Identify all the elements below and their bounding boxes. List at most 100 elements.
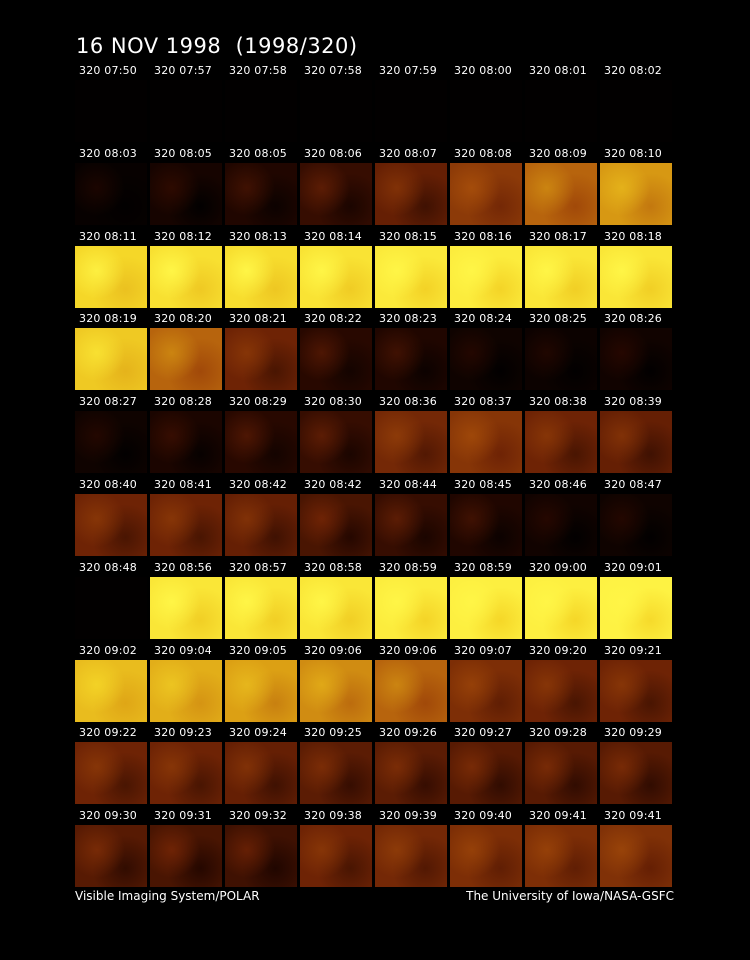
timestamp-label: 320 09:06 <box>379 643 437 657</box>
auroral-image-frame <box>375 659 447 722</box>
image-cell: 320 08:17 <box>525 230 597 312</box>
timestamp-label: 320 09:01 <box>604 560 662 574</box>
timestamp-label: 320 08:29 <box>229 395 287 409</box>
image-cell: 320 08:02 <box>600 64 672 146</box>
image-cell: 320 09:29 <box>600 726 672 808</box>
timestamp-label: 320 08:44 <box>379 477 437 491</box>
image-cell: 320 08:25 <box>525 312 597 394</box>
auroral-image-frame <box>75 825 147 888</box>
auroral-image-frame <box>300 411 372 474</box>
image-cell: 320 07:50 <box>75 64 147 146</box>
image-cell: 320 08:44 <box>375 478 447 560</box>
auroral-image-frame <box>300 825 372 888</box>
image-cell: 320 08:00 <box>450 64 522 146</box>
timestamp-label: 320 08:15 <box>379 229 437 243</box>
timestamp-label: 320 09:29 <box>604 726 662 740</box>
timestamp-label: 320 08:59 <box>454 560 512 574</box>
image-cell: 320 09:07 <box>450 644 522 726</box>
auroral-image-frame <box>375 493 447 556</box>
image-cell: 320 09:30 <box>75 809 147 891</box>
image-cell: 320 09:24 <box>225 726 297 808</box>
image-cell: 320 09:38 <box>300 809 372 891</box>
auroral-image-frame <box>600 576 672 639</box>
timestamp-label: 320 07:58 <box>304 64 362 77</box>
auroral-image-frame <box>300 328 372 391</box>
timestamp-label: 320 09:07 <box>454 643 512 657</box>
image-cell: 320 08:29 <box>225 395 297 477</box>
image-cell: 320 08:07 <box>375 147 447 229</box>
image-cell: 320 08:41 <box>150 478 222 560</box>
image-cell: 320 08:59 <box>375 561 447 643</box>
timestamp-label: 320 08:13 <box>229 229 287 243</box>
auroral-image-frame <box>450 659 522 722</box>
image-cell: 320 09:05 <box>225 644 297 726</box>
image-cell: 320 08:05 <box>225 147 297 229</box>
auroral-image-frame <box>225 162 297 225</box>
timestamp-label: 320 08:37 <box>454 395 512 409</box>
image-row: 320 08:19 320 08:20 320 08:21 320 08:22 320 … <box>75 312 675 395</box>
image-cell: 320 08:05 <box>150 147 222 229</box>
timestamp-label: 320 08:11 <box>79 229 137 243</box>
timestamp-label: 320 09:28 <box>529 726 587 740</box>
image-cell: 320 08:12 <box>150 230 222 312</box>
timestamp-label: 320 09:06 <box>304 643 362 657</box>
image-cell: 320 08:01 <box>525 64 597 146</box>
image-cell: 320 09:02 <box>75 644 147 726</box>
auroral-image-frame <box>450 411 522 474</box>
timestamp-label: 320 08:26 <box>604 312 662 326</box>
timestamp-label: 320 09:25 <box>304 726 362 740</box>
timestamp-label: 320 08:30 <box>304 395 362 409</box>
image-row: 320 07:50 320 07:57 320 07:58 320 07:58 320 … <box>75 64 675 147</box>
image-cell: 320 08:15 <box>375 230 447 312</box>
auroral-image-frame <box>75 493 147 556</box>
timestamp-label: 320 09:38 <box>304 809 362 823</box>
auroral-image-frame <box>225 80 297 142</box>
image-cell: 320 08:42 <box>300 478 372 560</box>
image-grid: 320 07:50 320 07:57 320 07:58 320 07:58 320 … <box>75 64 675 892</box>
image-cell: 320 08:06 <box>300 147 372 229</box>
auroral-image-frame <box>300 245 372 308</box>
timestamp-label: 320 08:18 <box>604 229 662 243</box>
image-cell: 320 08:58 <box>300 561 372 643</box>
auroral-image-frame <box>225 742 297 805</box>
timestamp-label: 320 09:32 <box>229 809 287 823</box>
timestamp-label: 320 08:01 <box>529 64 587 77</box>
image-cell: 320 09:28 <box>525 726 597 808</box>
timestamp-label: 320 08:12 <box>154 229 212 243</box>
auroral-image-frame <box>600 825 672 888</box>
timestamp-label: 320 09:00 <box>529 560 587 574</box>
image-cell: 320 08:22 <box>300 312 372 394</box>
auroral-image-frame <box>525 742 597 805</box>
timestamp-label: 320 09:22 <box>79 726 137 740</box>
image-cell: 320 09:00 <box>525 561 597 643</box>
image-cell: 320 09:04 <box>150 644 222 726</box>
image-cell: 320 09:32 <box>225 809 297 891</box>
auroral-image-frame <box>300 576 372 639</box>
auroral-image-frame <box>450 576 522 639</box>
timestamp-label: 320 08:22 <box>304 312 362 326</box>
image-cell: 320 08:28 <box>150 395 222 477</box>
timestamp-label: 320 08:28 <box>154 395 212 409</box>
auroral-image-frame <box>75 659 147 722</box>
image-cell: 320 08:40 <box>75 478 147 560</box>
auroral-image-frame <box>375 328 447 391</box>
auroral-image-frame <box>450 825 522 888</box>
timestamp-label: 320 07:50 <box>79 64 137 77</box>
timestamp-label: 320 09:23 <box>154 726 212 740</box>
timestamp-label: 320 08:23 <box>379 312 437 326</box>
timestamp-label: 320 08:05 <box>154 146 212 160</box>
image-cell: 320 09:41 <box>600 809 672 891</box>
auroral-image-frame <box>225 659 297 722</box>
image-cell: 320 08:56 <box>150 561 222 643</box>
timestamp-label: 320 09:24 <box>229 726 287 740</box>
timestamp-label: 320 08:36 <box>379 395 437 409</box>
timestamp-label: 320 07:58 <box>229 64 287 77</box>
auroral-image-frame <box>150 411 222 474</box>
image-cell: 320 09:40 <box>450 809 522 891</box>
image-cell: 320 07:57 <box>150 64 222 146</box>
auroral-image-frame <box>600 742 672 805</box>
image-cell: 320 08:39 <box>600 395 672 477</box>
auroral-image-frame <box>75 328 147 391</box>
auroral-image-frame <box>525 328 597 391</box>
auroral-image-frame <box>375 245 447 308</box>
